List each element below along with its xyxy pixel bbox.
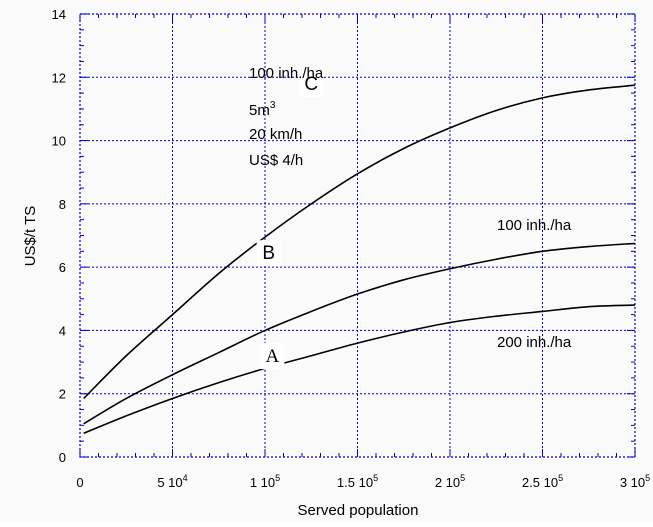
x-tick-label-base: 1.5 10 (337, 475, 373, 490)
y-axis-title: US$/t TS (22, 206, 39, 267)
grid (80, 14, 635, 457)
series-label-b: B (262, 243, 275, 264)
x-tick-label: 1 105 (250, 473, 280, 490)
series-label-c: C (304, 74, 318, 95)
y-tick-label: 8 (59, 197, 66, 212)
x-tick-label: 2 105 (435, 473, 465, 490)
annotation-top-density: 100 inh./ha (249, 65, 324, 82)
y-tick-label: 6 (59, 260, 66, 275)
x-tick-label: 3 105 (620, 473, 650, 490)
y-tick-label: 4 (59, 323, 66, 338)
series-labels: C B A (256, 70, 324, 370)
annotation-volume-base: 5m (249, 102, 270, 119)
annotation-cost: US$ 4/h (249, 152, 303, 169)
annotation-a-density: 200 inh./ha (497, 334, 572, 351)
annotation-speed: 20 km/h (249, 126, 302, 143)
x-tick-label-base: 3 10 (620, 475, 645, 490)
x-tick-label: 2.5 105 (522, 473, 563, 490)
series-label-box-a (260, 343, 285, 370)
series-label-a: A (266, 346, 280, 367)
x-tick-label: 0 (76, 475, 83, 490)
series-line-b (83, 242, 636, 425)
series-line-a (83, 304, 636, 435)
y-tick-label: 0 (59, 450, 66, 465)
series-label-box-c (299, 70, 324, 97)
x-axis-title: Served population (298, 502, 419, 519)
series-label-box-b (256, 240, 281, 267)
x-tick-label-exponent: 5 (558, 473, 563, 483)
y-tick-label: 14 (52, 7, 66, 22)
y-tick-label: 2 (59, 387, 66, 402)
annotation-volume-superscript: 3 (270, 100, 276, 111)
series-line-c (83, 84, 636, 400)
annotation-b-density: 100 inh./ha (497, 217, 572, 234)
x-tick-label-exponent: 5 (460, 473, 465, 483)
x-tick-label-exponent: 5 (373, 473, 378, 483)
x-tick-label-exponent: 4 (183, 473, 188, 483)
x-tick-label-base: 1 10 (250, 475, 275, 490)
x-tick-label-base: 0 (76, 475, 83, 490)
x-tick-label-base: 5 10 (157, 475, 182, 490)
annotation-volume: 5m3 (249, 100, 276, 119)
x-tick-label-base: 2 10 (435, 475, 460, 490)
x-tick-label: 5 104 (157, 473, 187, 490)
y-tick-label: 10 (52, 134, 66, 149)
y-tick-label: 12 (52, 70, 66, 85)
series-lines (83, 84, 636, 435)
x-tick-label: 1.5 105 (337, 473, 378, 490)
x-tick-label-exponent: 5 (275, 473, 280, 483)
x-tick-label-exponent: 5 (645, 473, 650, 483)
x-tick-label-base: 2.5 10 (522, 475, 558, 490)
